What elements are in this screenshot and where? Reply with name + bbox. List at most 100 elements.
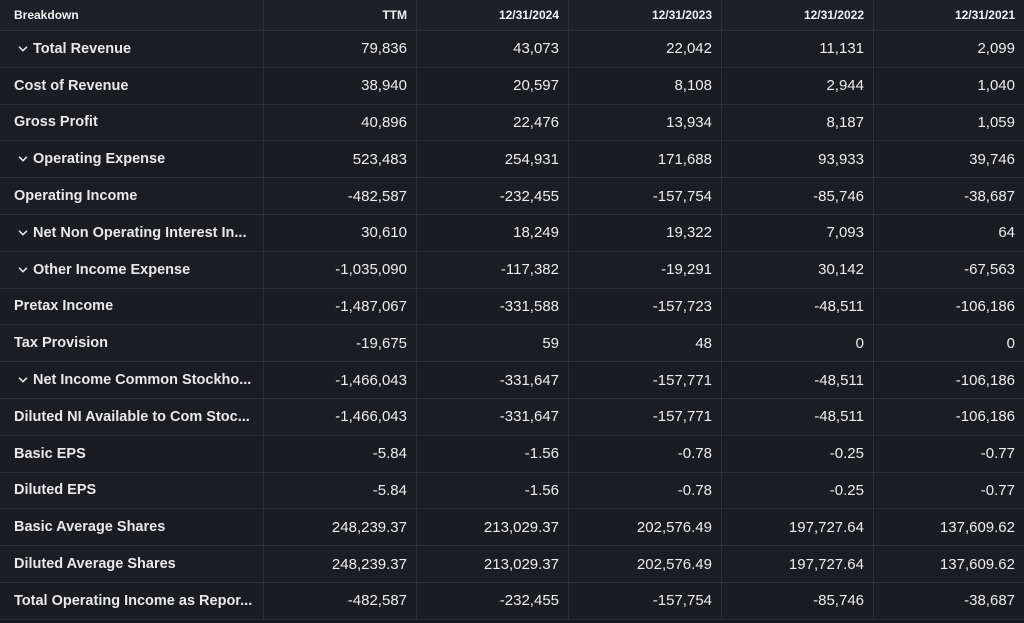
table-row: Diluted EPS -5.84 -1.56 -0.78 -0.25 -0.77 <box>0 472 1024 510</box>
row-value-cell: 213,029.37 <box>417 546 569 582</box>
table-row: Basic Average Shares 248,239.37 213,029.37… <box>0 509 1024 547</box>
row-value-cell: 0 <box>1006 334 1015 352</box>
row-value-cell: -48,511 <box>722 288 874 325</box>
row-label: Diluted EPS <box>14 482 97 499</box>
row-label: Pretax Income <box>14 298 114 315</box>
row-value-cell: -1.56 <box>417 435 569 472</box>
table-header-row: Breakdown TTM 12/31/2024 12/31/2023 12/3… <box>0 0 1024 31</box>
chevron-down-icon[interactable] <box>18 154 28 164</box>
row-label: Basic EPS <box>14 445 86 462</box>
row-value-cell: 43,073 <box>417 31 569 67</box>
row-value-cell: -19,675 <box>264 325 417 362</box>
row-value-cell: -331,588 <box>417 288 569 325</box>
row-label-cell: Tax Provision <box>0 325 264 362</box>
row-value-cell: 1,059 <box>977 113 1015 131</box>
table-row: Tax Provision -19,675 59 48 0 0 <box>0 325 1024 363</box>
row-label: Diluted NI Available to Com Stoc... <box>14 408 250 425</box>
row-value-cell: -232,455 <box>417 582 569 619</box>
chevron-down-icon[interactable] <box>18 44 28 54</box>
table-row: Gross Profit 40,896 22,476 13,934 8,187 1,059 <box>0 104 1024 142</box>
row-label-cell: Pretax Income <box>0 288 264 325</box>
row-value-cell: 8,108 <box>569 67 722 104</box>
row-label-cell[interactable]: Total Revenue <box>0 31 264 67</box>
row-value-cell: -157,771 <box>569 398 722 435</box>
row-value-cell: -1.56 <box>417 472 569 509</box>
row-value-cell: 64 <box>998 224 1015 242</box>
row-label: Tax Provision <box>14 335 109 352</box>
row-value-cell: 171,688 <box>569 141 722 178</box>
row-value-cell: 30,142 <box>722 251 874 288</box>
row-label: Basic Average Shares <box>14 519 166 536</box>
row-value-cell: -0.77 <box>980 445 1015 463</box>
table-row[interactable]: Operating Expense 523,483 254,931 171,688 93… <box>0 141 1024 179</box>
row-value-cell: -331,647 <box>417 398 569 435</box>
row-value-cell: -1,487,067 <box>264 288 417 325</box>
row-value-cell: -0.78 <box>569 472 722 509</box>
row-value-cell: 248,239.37 <box>264 546 417 582</box>
row-value-cell: 19,322 <box>569 214 722 251</box>
row-value-cell: 48 <box>569 325 722 362</box>
row-label-cell[interactable]: Net Non Operating Interest In... <box>0 214 264 251</box>
row-value-cell: -0.25 <box>722 472 874 509</box>
row-value-cell: -48,511 <box>722 398 874 435</box>
row-label: Net Income Common Stockho... <box>33 372 252 389</box>
row-value-cell: -0.77 <box>980 481 1015 499</box>
row-label: Total Operating Income as Repor... <box>14 592 253 609</box>
row-value-cell: 523,483 <box>264 141 417 178</box>
table-row[interactable]: Total Revenue 79,836 43,073 22,042 11,131 2,0… <box>0 31 1024 68</box>
header-col-2023[interactable]: 12/31/2023 <box>569 0 722 30</box>
header-col-2021[interactable]: 12/31/2021 <box>954 8 1015 22</box>
row-label-cell[interactable]: Other Income Expense <box>0 251 264 288</box>
table-row: Diluted NI Available to Com Stoc... -1,46… <box>0 398 1024 436</box>
row-value-cell: -67,563 <box>964 261 1015 279</box>
row-label: Operating Expense <box>33 151 166 168</box>
row-value-cell: -157,754 <box>569 582 722 619</box>
row-label-cell: Cost of Revenue <box>0 67 264 104</box>
row-label: Other Income Expense <box>33 261 191 278</box>
row-value-cell: 22,042 <box>569 31 722 67</box>
row-value-cell: 13,934 <box>569 104 722 141</box>
row-value-cell: -106,186 <box>955 297 1015 315</box>
row-value-cell: 2,944 <box>722 67 874 104</box>
row-value-cell: 213,029.37 <box>417 509 569 546</box>
row-value-cell: -1,466,043 <box>264 362 417 398</box>
row-value-cell: -232,455 <box>417 178 569 214</box>
row-value-cell: -331,647 <box>417 362 569 398</box>
table-row: Operating Income -482,587 -232,455 -157,754… <box>0 178 1024 215</box>
row-value-cell: 39,746 <box>969 150 1015 168</box>
row-value-cell: -106,186 <box>955 371 1015 389</box>
table-row[interactable]: Other Income Expense -1,035,090 -117,382 -1… <box>0 251 1024 289</box>
chevron-down-icon[interactable] <box>18 228 28 238</box>
row-value-cell: -38,687 <box>964 592 1015 610</box>
row-label-cell: Basic Average Shares <box>0 509 264 546</box>
row-value-cell: 248,239.37 <box>264 509 417 546</box>
row-value-cell: -85,746 <box>722 178 874 214</box>
row-value-cell: 202,576.49 <box>569 509 722 546</box>
row-value-cell: 59 <box>417 325 569 362</box>
table-row: Total Operating Income as Repor... -482,5… <box>0 582 1024 620</box>
row-label: Cost of Revenue <box>14 77 129 94</box>
chevron-down-icon[interactable] <box>18 265 28 275</box>
table-row[interactable]: Net Income Common Stockho... -1,466,043 -3… <box>0 362 1024 399</box>
table-row: Cost of Revenue 38,940 20,597 8,108 2,944 1,0… <box>0 67 1024 105</box>
header-col-2024[interactable]: 12/31/2024 <box>417 0 569 30</box>
row-label-cell[interactable]: Net Income Common Stockho... <box>0 362 264 398</box>
row-value-cell: 197,727.64 <box>722 546 874 582</box>
header-col-ttm[interactable]: TTM <box>264 0 417 30</box>
row-label-cell: Basic EPS <box>0 435 264 472</box>
row-value-cell: 0 <box>722 325 874 362</box>
table-row[interactable]: Net Non Operating Interest In... 30,610 18… <box>0 214 1024 252</box>
row-value-cell: 254,931 <box>417 141 569 178</box>
row-value-cell: 40,896 <box>264 104 417 141</box>
chevron-down-icon[interactable] <box>18 375 28 385</box>
row-value-cell: 11,131 <box>722 31 874 67</box>
row-value-cell: 8,187 <box>722 104 874 141</box>
row-value-cell: -0.78 <box>569 435 722 472</box>
row-label-cell: Diluted NI Available to Com Stoc... <box>0 398 264 435</box>
header-col-2022[interactable]: 12/31/2022 <box>722 0 874 30</box>
row-value-cell: -482,587 <box>264 582 417 619</box>
row-value-cell: -19,291 <box>569 251 722 288</box>
row-label-cell[interactable]: Operating Expense <box>0 141 264 178</box>
header-breakdown: Breakdown <box>0 0 264 30</box>
